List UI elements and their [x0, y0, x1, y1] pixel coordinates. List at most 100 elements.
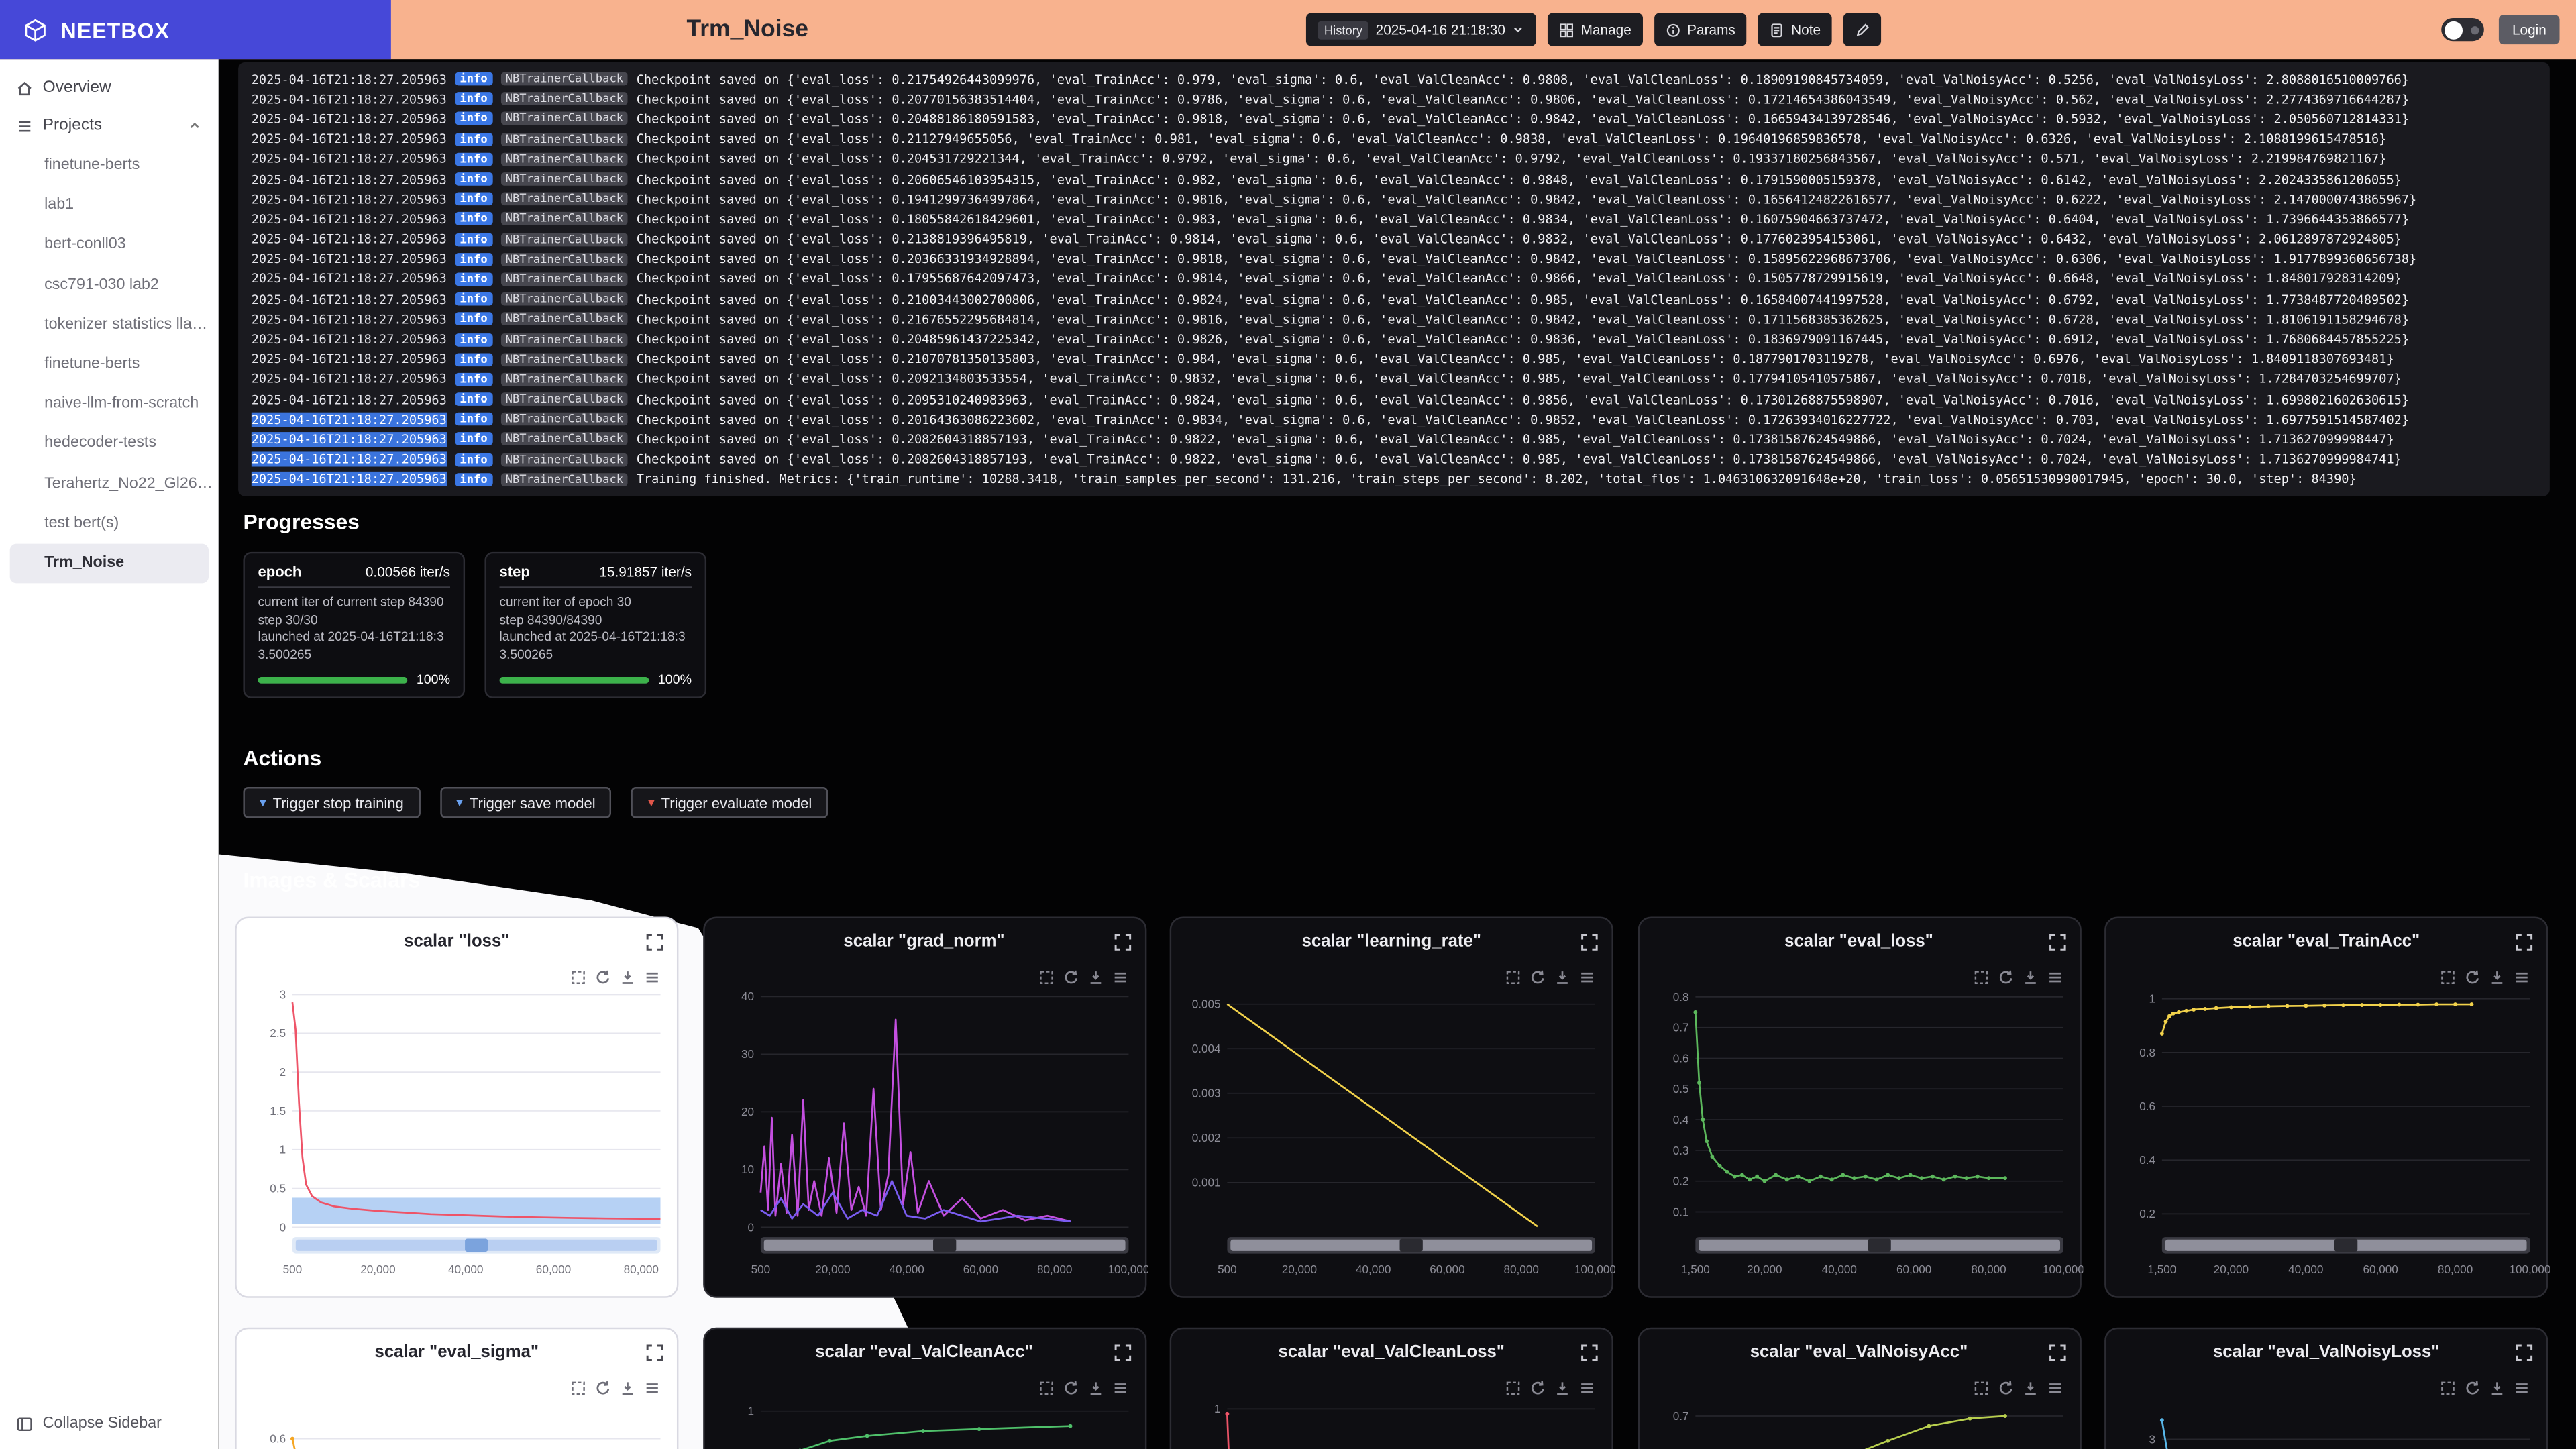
log-level-badge: info — [455, 472, 493, 486]
data-view-icon[interactable] — [1112, 965, 1128, 994]
log-level-badge: info — [455, 453, 493, 466]
trigger-stop-training-button[interactable]: ▾ Trigger stop training — [243, 787, 421, 818]
restore-icon[interactable] — [1062, 965, 1078, 994]
login-button[interactable]: Login — [2499, 15, 2560, 45]
expand-icon[interactable] — [2515, 1340, 2533, 1370]
sidebar-item-overview[interactable]: Overview — [0, 69, 219, 107]
data-view-icon[interactable] — [1578, 1375, 1595, 1405]
download-icon[interactable] — [2021, 965, 2037, 994]
data-view-icon[interactable] — [1578, 965, 1595, 994]
download-icon[interactable] — [2021, 1375, 2037, 1405]
download-icon[interactable] — [1554, 965, 1570, 994]
sidebar-item-trm-noise[interactable]: Trm_Noise — [9, 543, 209, 584]
sidebar-item-naive-llm-from-scratch[interactable]: naive-llm-from-scratch — [44, 394, 199, 413]
download-icon[interactable] — [619, 965, 635, 994]
params-button[interactable]: Params — [1654, 13, 1747, 46]
data-view-icon[interactable] — [644, 965, 660, 994]
data-view-icon[interactable] — [2514, 965, 2530, 994]
restore-icon[interactable] — [595, 1375, 611, 1405]
history-dropdown[interactable]: History 2025-04-16 21:18:30 — [1305, 13, 1537, 46]
log-row: 2025-04-16T21:18:27.205963 info NBTrainerC… — [252, 389, 2537, 409]
sidebar-section-projects[interactable]: Projects — [0, 107, 219, 144]
zoom-select-icon[interactable] — [1505, 1375, 1521, 1405]
download-icon[interactable] — [1087, 965, 1103, 994]
log-message: Checkpoint saved on {'eval_loss': 0.1941… — [636, 191, 2417, 207]
svg-text:20: 20 — [741, 1105, 753, 1118]
restore-icon[interactable] — [2464, 965, 2480, 994]
data-view-icon[interactable] — [2046, 965, 2062, 994]
restore-icon[interactable] — [1062, 1375, 1078, 1405]
zoom-select-icon[interactable] — [1972, 965, 1988, 994]
zoom-select-icon[interactable] — [2440, 1375, 2456, 1405]
sidebar-item-finetune-berts[interactable]: finetune-berts — [44, 156, 140, 174]
svg-text:20,000: 20,000 — [360, 1263, 395, 1276]
expand-icon[interactable] — [645, 1340, 663, 1370]
progress-percent: 100% — [657, 672, 692, 687]
svg-text:0.001: 0.001 — [1192, 1176, 1221, 1189]
zoom-select-icon[interactable] — [1972, 1375, 1988, 1405]
expand-icon[interactable] — [1113, 930, 1131, 959]
restore-icon[interactable] — [2464, 1375, 2480, 1405]
expand-icon[interactable] — [2048, 930, 2066, 959]
sidebar-item-bert-conll03[interactable]: bert-conll03 — [44, 235, 126, 254]
expand-icon[interactable] — [2048, 1340, 2066, 1370]
log-row: 2025-04-16T21:18:27.205963 info NBTrainerC… — [252, 350, 2537, 370]
zoom-select-icon[interactable] — [570, 965, 586, 994]
log-row: 2025-04-16T21:18:27.205963 info NBTrainerC… — [252, 229, 2537, 250]
svg-text:20,000: 20,000 — [1282, 1263, 1317, 1276]
log-level-badge: info — [455, 413, 493, 426]
data-view-icon[interactable] — [2046, 1375, 2062, 1405]
data-view-icon[interactable] — [1112, 1375, 1128, 1405]
download-icon[interactable] — [2489, 1375, 2505, 1405]
log-timestamp: 2025-04-16T21:18:27.205963 — [251, 71, 447, 87]
sidebar-item-hedecoder-tests[interactable]: hedecoder-tests — [44, 434, 156, 453]
zoom-select-icon[interactable] — [1038, 1375, 1054, 1405]
history-value: 2025-04-16 21:18:30 — [1375, 21, 1505, 38]
restore-icon[interactable] — [1997, 1375, 2013, 1405]
data-view-icon[interactable] — [644, 1375, 660, 1405]
edit-button[interactable] — [1843, 13, 1882, 46]
zoom-select-icon[interactable] — [570, 1375, 586, 1405]
note-button[interactable]: Note — [1758, 13, 1833, 46]
sidebar-item-finetune-berts[interactable]: finetune-berts — [44, 354, 140, 373]
log-message: Checkpoint saved on {'eval_loss': 0.2077… — [636, 91, 2410, 107]
restore-icon[interactable] — [1529, 965, 1546, 994]
restore-icon[interactable] — [1529, 1375, 1546, 1405]
zoom-select-icon[interactable] — [1505, 965, 1521, 994]
log-timestamp: 2025-04-16T21:18:27.205963 — [251, 372, 447, 387]
download-icon[interactable] — [1554, 1375, 1570, 1405]
expand-icon[interactable] — [1580, 1340, 1599, 1370]
sidebar-item-tokenizer-statistics-llama-[interactable]: tokenizer statistics llama... — [44, 315, 219, 333]
sidebar-item-csc791-030-lab2[interactable]: csc791-030 lab2 — [44, 275, 159, 294]
log-row: 2025-04-16T21:18:27.205963 info NBTrainerC… — [252, 129, 2537, 149]
download-icon[interactable] — [619, 1375, 635, 1405]
sidebar-item-terahertz-no22-gl261-gl-[interactable]: Terahertz_No22_Gl261_gl... — [44, 474, 219, 492]
expand-icon[interactable] — [2515, 930, 2533, 959]
trigger-evaluate-model-button[interactable]: ▾ Trigger evaluate model — [631, 787, 828, 818]
images-scalars-heading: Images & Scalars — [243, 867, 421, 892]
trigger-save-model-button[interactable]: ▾ Trigger save model — [439, 787, 612, 818]
scalar-cards-row-1: scalar "loss" 0 0.5 1 1.5 2 2.5 3 500 20,000 40,00… — [235, 916, 2550, 1298]
collapse-sidebar-button[interactable]: Collapse Sidebar — [16, 1415, 162, 1433]
sidebar-item-lab1[interactable]: lab1 — [44, 195, 74, 214]
download-icon[interactable] — [2489, 965, 2505, 994]
zoom-select-icon[interactable] — [2440, 965, 2456, 994]
actions-heading: Actions — [243, 745, 322, 771]
log-console[interactable]: 2025-04-16T21:18:27.205963 info NBTrainerC… — [238, 62, 2550, 496]
svg-text:1: 1 — [280, 1143, 286, 1157]
sidebar-item-test-bert-s-[interactable]: test bert(s) — [44, 513, 119, 532]
restore-icon[interactable] — [595, 965, 611, 994]
download-icon[interactable] — [1087, 1375, 1103, 1405]
expand-icon[interactable] — [1580, 930, 1599, 959]
restore-icon[interactable] — [1997, 965, 2013, 994]
expand-icon[interactable] — [645, 930, 663, 959]
zoom-select-icon[interactable] — [1038, 965, 1054, 994]
expand-icon[interactable] — [1113, 1340, 1131, 1370]
manage-button[interactable]: Manage — [1548, 13, 1643, 46]
svg-text:0.005: 0.005 — [1192, 998, 1221, 1011]
log-timestamp: 2025-04-16T21:18:27.205963 — [251, 472, 447, 487]
theme-toggle[interactable] — [2441, 17, 2485, 42]
progress-bar — [499, 676, 649, 683]
data-view-icon[interactable] — [2514, 1375, 2530, 1405]
log-logger-badge: NBTrainerCallback — [500, 72, 629, 86]
